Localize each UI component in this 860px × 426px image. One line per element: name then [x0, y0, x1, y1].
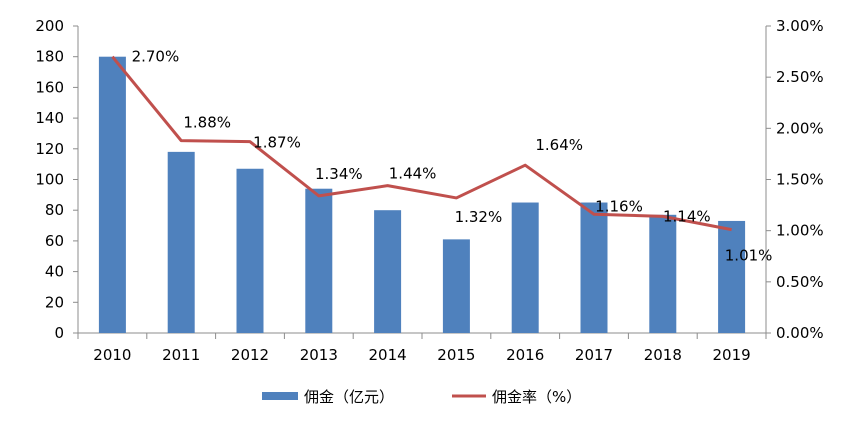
bar: [236, 168, 264, 333]
bar: [511, 202, 539, 333]
y-left-tick-label: 20: [45, 293, 64, 311]
x-tick-label: 2016: [506, 346, 544, 364]
bar: [374, 210, 402, 333]
bar: [305, 188, 333, 333]
x-tick-label: 2017: [575, 346, 613, 364]
x-tick-label: 2013: [300, 346, 338, 364]
y-right-tick-label: 2.00%: [776, 119, 824, 137]
y-right-tick-label: 1.50%: [776, 171, 824, 189]
line-data-label: 1.14%: [663, 207, 711, 225]
bar: [580, 202, 608, 333]
y-left-tick-label: 60: [45, 232, 64, 250]
data-labels: 2.70% 1.88% 1.87% 1.34% 1.44% 1.32% 1.64% 1.16%…: [132, 48, 773, 265]
y-right-tick-label: 3.00%: [776, 17, 824, 35]
line-data-label: 1.64%: [535, 136, 583, 154]
legend-bar-label: 佣金（亿元）: [304, 388, 394, 406]
x-tick-label: 2010: [93, 346, 131, 364]
y-right-tick-label: 0.00%: [776, 324, 824, 342]
line-data-label: 2.70%: [132, 48, 180, 66]
line-data-label: 1.87%: [253, 134, 301, 152]
bar: [167, 151, 195, 333]
x-tick-label: 2015: [437, 346, 475, 364]
line-data-label: 1.01%: [725, 247, 773, 265]
y-left-tick-label: 100: [35, 171, 64, 189]
y-left-tick-label: 0: [54, 324, 64, 342]
x-tick-label: 2011: [162, 346, 200, 364]
line-data-label: 1.32%: [455, 208, 503, 226]
x-tick-label: 2018: [644, 346, 682, 364]
y-left-tick-label: 140: [35, 109, 64, 127]
bar: [718, 220, 746, 333]
bar: [649, 214, 677, 333]
bar: [98, 56, 126, 333]
y-left-tick-label: 160: [35, 78, 64, 96]
bar-series: [98, 56, 746, 333]
line-data-label: 1.88%: [183, 114, 231, 132]
y-left-tick-label: 180: [35, 48, 64, 66]
line-data-label: 1.16%: [595, 197, 643, 215]
bar: [442, 239, 470, 333]
legend-line-label: 佣金率（%）: [492, 388, 581, 406]
y-right-tick-label: 0.50%: [776, 273, 824, 291]
y-left-tick-label: 200: [35, 17, 64, 35]
y-right-tick-label: 2.50%: [776, 68, 824, 86]
legend: 佣金（亿元） 佣金率（%）: [262, 388, 581, 406]
axes: 0204060801001201401601802000.00%0.50%1.0…: [35, 17, 823, 364]
x-tick-label: 2019: [713, 346, 751, 364]
x-tick-label: 2014: [369, 346, 407, 364]
y-left-tick-label: 40: [45, 263, 64, 281]
line-path: [111, 55, 732, 232]
y-right-tick-label: 1.00%: [776, 222, 824, 240]
line-data-label: 1.34%: [315, 165, 363, 183]
y-left-tick-label: 120: [35, 140, 64, 158]
y-left-tick-label: 80: [45, 201, 64, 219]
line-data-label: 1.44%: [389, 165, 437, 183]
x-tick-label: 2012: [231, 346, 269, 364]
legend-bar-swatch: [262, 392, 298, 400]
line-series: [111, 55, 732, 232]
